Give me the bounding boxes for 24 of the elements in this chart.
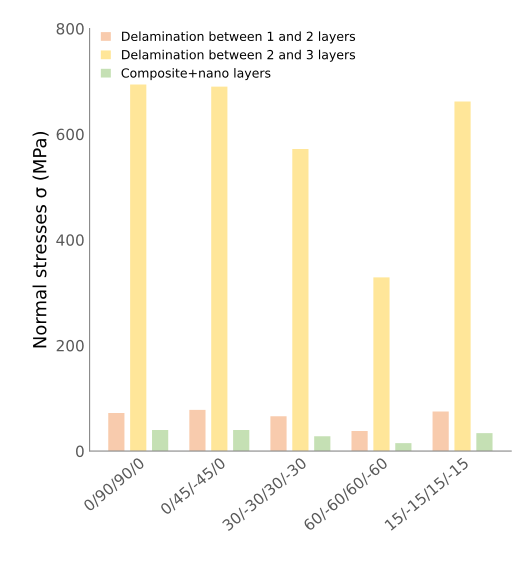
legend-label: Delamination between 2 and 3 layers: [122, 50, 356, 62]
bar: [432, 411, 449, 452]
y-tick-label: 0: [76, 446, 84, 458]
y-axis-title: Normal stresses σ (MPa): [32, 132, 49, 348]
y-tick-label: 600: [56, 128, 84, 140]
bar: [314, 436, 330, 452]
bar: [130, 84, 146, 452]
y-tick-label: 400: [56, 234, 84, 246]
bar: [351, 431, 368, 452]
y-tick-label: 200: [56, 340, 84, 352]
bar: [211, 86, 228, 452]
legend-label: Composite+nano layers: [122, 68, 270, 80]
bar: [152, 430, 168, 452]
bar: [292, 148, 308, 452]
bar: [270, 416, 287, 452]
bar: [373, 277, 390, 452]
bar: [233, 430, 250, 452]
bar: [454, 101, 471, 452]
bar: [189, 410, 206, 452]
bar: [108, 413, 124, 452]
bar: [395, 443, 412, 452]
bar: [476, 433, 493, 452]
y-tick-label: 800: [56, 23, 84, 35]
legend-label: Delamination between 1 and 2 layers: [122, 31, 356, 44]
